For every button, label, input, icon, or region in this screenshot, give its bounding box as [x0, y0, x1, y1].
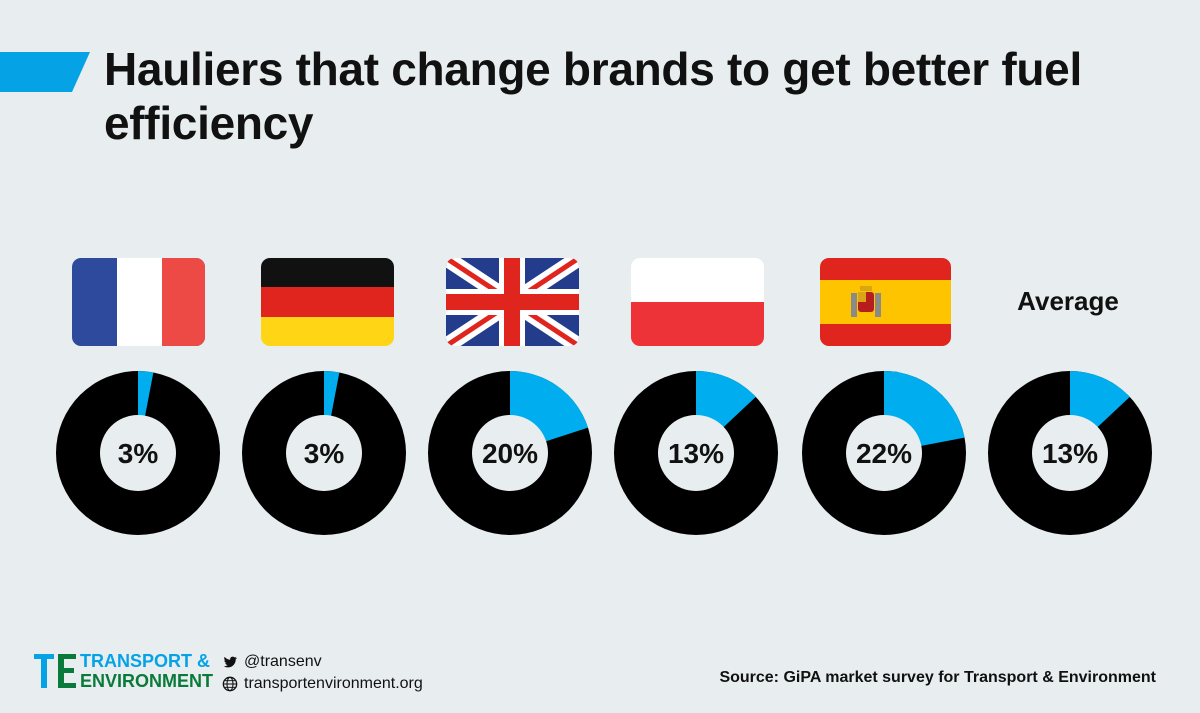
- donut-hole-2: [286, 415, 362, 491]
- donut-hole-1: [100, 415, 176, 491]
- website-row[interactable]: transportenvironment.org: [222, 673, 423, 695]
- france-flag-icon: [72, 258, 205, 346]
- source-note: Source: GiPA market survey for Transport…: [719, 669, 1156, 686]
- donut-value-label-3: 20%: [482, 438, 538, 469]
- donut-value-label-6: 13%: [1042, 438, 1098, 469]
- donut-value-label-1: 3%: [118, 438, 159, 469]
- uk-flag-icon: [446, 258, 579, 346]
- brand-line-2: ENVIRONMENT: [80, 671, 214, 691]
- donut-hole-5: [846, 415, 922, 491]
- accent-bar: [0, 52, 90, 92]
- twitter-icon: [223, 656, 238, 668]
- globe-icon: [222, 676, 238, 692]
- donut-value-label-2: 3%: [304, 438, 345, 469]
- brand-name: TRANSPORT & ENVIRONMENT: [80, 651, 213, 691]
- twitter-handle: @transenv: [244, 653, 322, 670]
- donut-value-label-4: 13%: [668, 438, 724, 469]
- average-label: Average: [1017, 286, 1119, 316]
- spain-flag-icon: [820, 258, 951, 346]
- chart-title: Hauliers that change brands to get bette…: [104, 43, 1082, 149]
- germany-flag-icon: [261, 258, 394, 346]
- donut-hole-3: [472, 415, 548, 491]
- donut-value-label-5: 22%: [856, 438, 912, 469]
- poland-flag-icon: [631, 258, 764, 346]
- social-links: @transenv transportenvironment.org: [222, 651, 423, 695]
- donut-hole-4: [658, 415, 734, 491]
- website-link: transportenvironment.org: [244, 675, 423, 692]
- twitter-row[interactable]: @transenv: [222, 651, 423, 673]
- brand-line-1: TRANSPORT &: [80, 651, 210, 671]
- te-logo-icon: [34, 654, 76, 688]
- donut-hole-6: [1032, 415, 1108, 491]
